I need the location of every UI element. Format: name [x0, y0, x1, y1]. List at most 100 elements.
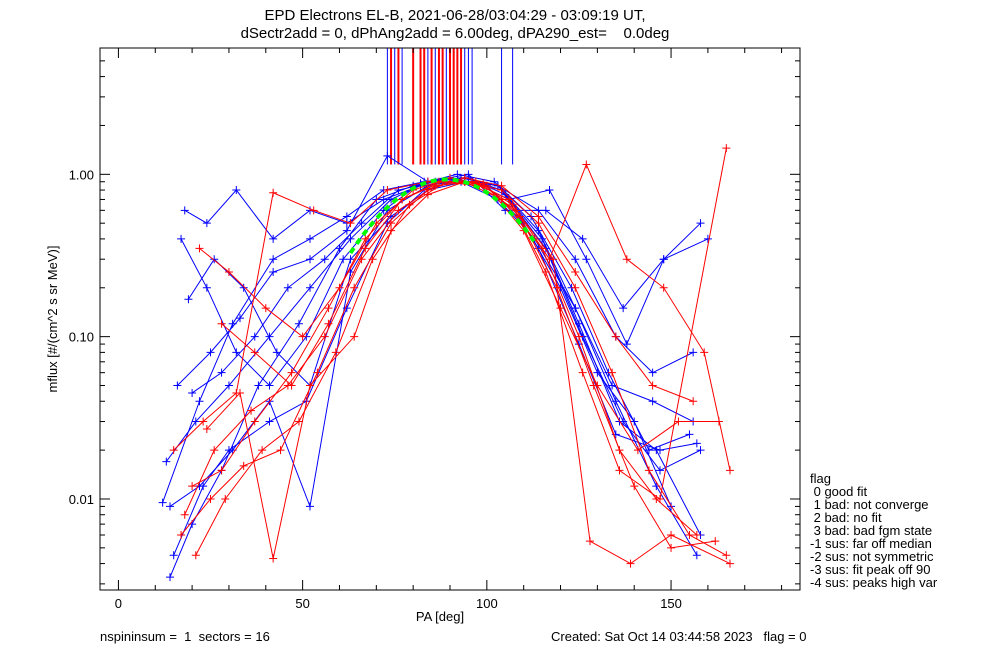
- data-point-red-7: [545, 255, 554, 264]
- data-point-blue-10: [622, 340, 631, 349]
- data-point-red-2: [626, 559, 635, 568]
- data-point-red-6: [177, 530, 186, 539]
- data-point-red-5: [350, 332, 359, 341]
- data-point-red-3: [180, 510, 189, 519]
- data-point-blue-7: [306, 234, 314, 243]
- data-point-blue-1: [346, 234, 355, 243]
- data-point-blue-1: [224, 381, 233, 390]
- data-point-blue-6: [169, 551, 178, 560]
- series-line-red-4: [199, 177, 719, 451]
- data-point-red-7: [659, 283, 668, 292]
- data-point-red-4: [195, 244, 204, 253]
- data-point-blue-10: [357, 219, 366, 228]
- data-point-blue-8: [177, 234, 186, 243]
- chart-title-line2: dSectr2add = 0, dPhAng2add = 6.00deg, dP…: [241, 25, 670, 42]
- data-point-red-6: [276, 446, 285, 455]
- legend: flag 0 good fit 1 bad: not converge 2 ba…: [810, 471, 938, 590]
- data-point-blue-3: [166, 502, 174, 511]
- data-point-blue-10: [545, 186, 554, 195]
- data-point-red-7: [508, 200, 517, 209]
- data-point-blue-4: [619, 304, 628, 313]
- data-point-blue-4: [383, 151, 392, 160]
- data-point-red-8: [294, 417, 303, 426]
- series-line-blue-9: [169, 177, 672, 578]
- data-point-red-5: [722, 551, 731, 560]
- data-point-red-4: [224, 268, 233, 277]
- data-point-blue-4: [269, 268, 278, 277]
- data-point-red-8: [630, 482, 639, 491]
- legend-entry: 3 bad: bad fgm state: [810, 523, 932, 538]
- data-point-red-8: [552, 283, 561, 292]
- data-point-red-7: [622, 255, 631, 264]
- data-point-red-6: [611, 332, 620, 341]
- data-point-red-6: [350, 283, 359, 292]
- data-point-blue-8: [339, 255, 348, 264]
- data-point-red-6: [648, 381, 657, 390]
- data-point-red-1: [692, 530, 701, 539]
- data-point-red-1: [269, 188, 278, 197]
- data-point-red-4: [298, 332, 307, 341]
- data-point-blue-9: [294, 319, 303, 328]
- data-point-red-8: [405, 200, 414, 209]
- y-tick-label: 0.10: [69, 330, 94, 345]
- data-point-blue-1: [696, 446, 705, 455]
- legend-entry: -2 sus: not symmetric: [810, 549, 934, 564]
- series-line-red-1: [173, 181, 698, 536]
- legend-entry: -1 sus: far off median: [810, 536, 932, 551]
- chart-title-line1: EPD Electrons EL-B, 2021-06-28/03:04:29 …: [264, 7, 645, 24]
- data-point-red-4: [261, 304, 270, 313]
- data-point-red-7: [726, 466, 734, 475]
- data-point-red-3: [394, 206, 403, 215]
- data-point-red-8: [191, 551, 200, 560]
- data-point-red-6: [206, 494, 215, 503]
- data-point-blue-4: [541, 206, 550, 215]
- data-point-blue-6: [534, 226, 543, 235]
- data-point-blue-1: [265, 332, 274, 341]
- data-point-red-8: [221, 494, 230, 503]
- x-tick-label: 0: [115, 596, 122, 611]
- data-point-red-5: [202, 424, 211, 433]
- legend-entry: -4 sus: peaks high var: [810, 575, 938, 590]
- data-point-blue-4: [206, 348, 215, 357]
- data-point-blue-6: [692, 551, 701, 560]
- footer-right: Created: Sat Oct 14 03:44:58 2023 flag =…: [551, 629, 806, 644]
- data-point-blue-7: [342, 212, 351, 221]
- data-point-red-7: [700, 348, 709, 357]
- x-tick-label: 50: [295, 596, 309, 611]
- data-point-blue-6: [571, 304, 580, 313]
- data-point-blue-10: [703, 234, 712, 243]
- data-point-blue-10: [283, 283, 292, 292]
- data-point-red-5: [236, 388, 244, 397]
- data-point-blue-8: [453, 170, 462, 179]
- data-point-blue-10: [659, 255, 668, 264]
- data-point-red-6: [534, 212, 543, 221]
- footer-left: nspininsum = 1 sectors = 16: [100, 629, 270, 644]
- data-point-red-8: [589, 381, 598, 390]
- series-line-red-5: [206, 181, 727, 559]
- data-point-blue-2: [180, 206, 189, 215]
- data-point-blue-5: [210, 255, 219, 264]
- data-point-red-1: [199, 417, 208, 426]
- data-point-red-7: [361, 244, 370, 253]
- data-point-red-8: [711, 537, 720, 546]
- data-point-red-3: [320, 332, 329, 341]
- data-point-blue-6: [265, 417, 274, 426]
- data-point-red-3: [247, 406, 256, 415]
- data-point-blue-7: [571, 255, 580, 264]
- axis-ticks: 0 50 100 150 0.01 0.10 1.00: [69, 47, 800, 611]
- data-point-blue-10: [582, 255, 591, 264]
- data-point-blue-9: [254, 381, 263, 390]
- data-point-red-4: [556, 304, 565, 313]
- data-point-red-8: [667, 543, 676, 552]
- data-point-blue-1: [656, 466, 664, 475]
- data-point-blue-9: [335, 244, 344, 253]
- data-point-red-2: [667, 530, 676, 539]
- data-point-blue-10: [320, 255, 329, 264]
- data-point-red-5: [608, 368, 617, 377]
- y-tick-label: 1.00: [69, 167, 94, 182]
- data-point-red-6: [497, 181, 506, 190]
- x-tick-label: 100: [476, 596, 498, 611]
- series-line-blue-5: [188, 181, 697, 451]
- data-point-red-6: [571, 268, 580, 277]
- data-point-blue-4: [306, 255, 314, 264]
